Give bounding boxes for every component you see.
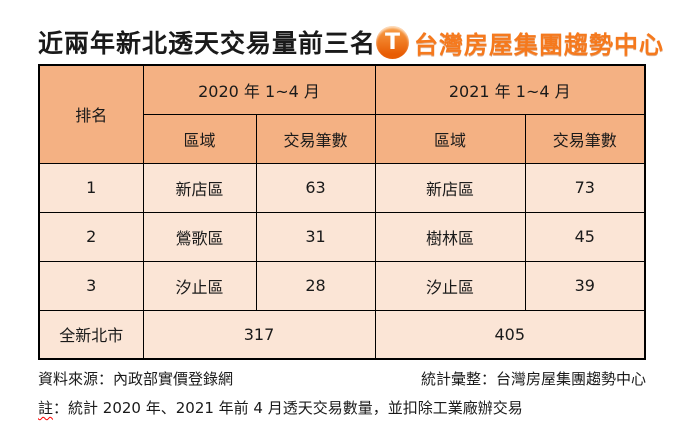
note-marked-word: 註 xyxy=(38,399,54,417)
count-2021-cell: 73 xyxy=(524,162,646,213)
count-2020-cell: 31 xyxy=(255,211,376,262)
rank-header-cell: 排名 xyxy=(38,64,144,164)
area-2020-cell: 汐止區 xyxy=(142,260,257,311)
count-2020-header-cell: 交易筆數 xyxy=(255,113,376,164)
area-2020-header-cell: 區域 xyxy=(142,113,257,164)
brand-t-icon: T xyxy=(376,25,410,59)
area-2021-header-cell: 區域 xyxy=(374,113,526,164)
total-2020-cell: 317 xyxy=(142,309,376,360)
area-2020-cell: 鶯歌區 xyxy=(142,211,257,262)
rank-cell: 1 xyxy=(38,162,144,213)
period-2020-header-cell: 2020 年 1~4 月 xyxy=(142,64,376,115)
count-2021-header-cell: 交易筆數 xyxy=(524,113,646,164)
period-header-row: 排名 2020 年 1~4 月 2021 年 1~4 月 xyxy=(38,64,646,164)
count-2021-cell: 39 xyxy=(524,260,646,311)
data-source-text: 資料來源：內政部實價登錄網 xyxy=(38,370,234,388)
count-2020-cell: 63 xyxy=(255,162,376,213)
count-2020-cell: 28 xyxy=(255,260,376,311)
transactions-table: 排名 2020 年 1~4 月 2021 年 1~4 月 區域 交易筆數 區域 … xyxy=(38,64,646,360)
title-bar: 近兩年新北透天交易量前三名 T 台灣房屋集團趨勢中心 xyxy=(38,22,663,62)
footer: 資料來源：內政部實價登錄網 統計彙整：台灣房屋集團趨勢中心 註：統計 2020 … xyxy=(38,365,646,423)
period-2021-header-cell: 2021 年 1~4 月 xyxy=(374,64,646,115)
total-label-cell: 全新北市 xyxy=(38,309,144,360)
total-2021-cell: 405 xyxy=(374,309,646,360)
table-row: 1 新店區 63 新店區 73 xyxy=(38,162,646,213)
page: 近兩年新北透天交易量前三名 T 台灣房屋集團趨勢中心 排名 2020 年 1~4… xyxy=(38,22,663,423)
note-text: 註：統計 2020 年、2021 年前 4 月透天交易數量，並扣除工業廠辦交易 xyxy=(38,393,646,423)
page-title: 近兩年新北透天交易量前三名 xyxy=(38,29,377,58)
rank-cell: 2 xyxy=(38,211,144,262)
note-rest-text: ：統計 2020 年、2021 年前 4 月透天交易數量，並扣除工業廠辦交易 xyxy=(53,399,523,417)
count-2021-cell: 45 xyxy=(524,211,646,262)
column-header-row: 區域 交易筆數 區域 交易筆數 xyxy=(39,113,646,164)
area-2021-cell: 樹林區 xyxy=(374,211,526,262)
table-row: 2 鶯歌區 31 樹林區 45 xyxy=(38,211,646,262)
table-row: 3 汐止區 28 汐止區 39 xyxy=(38,260,646,311)
compiled-by-text: 統計彙整：台灣房屋集團趨勢中心 xyxy=(420,370,646,388)
brand-logo: T 台灣房屋集團趨勢中心 xyxy=(376,25,664,60)
area-2020-cell: 新店區 xyxy=(142,162,257,213)
rank-cell: 3 xyxy=(38,260,144,311)
area-2021-cell: 汐止區 xyxy=(374,260,526,311)
footer-source-row: 資料來源：內政部實價登錄網 統計彙整：台灣房屋集團趨勢中心 xyxy=(38,365,646,393)
total-row: 全新北市 317 405 xyxy=(38,309,646,360)
area-2021-cell: 新店區 xyxy=(374,162,526,213)
brand-name: 台灣房屋集團趨勢中心 xyxy=(414,30,665,59)
